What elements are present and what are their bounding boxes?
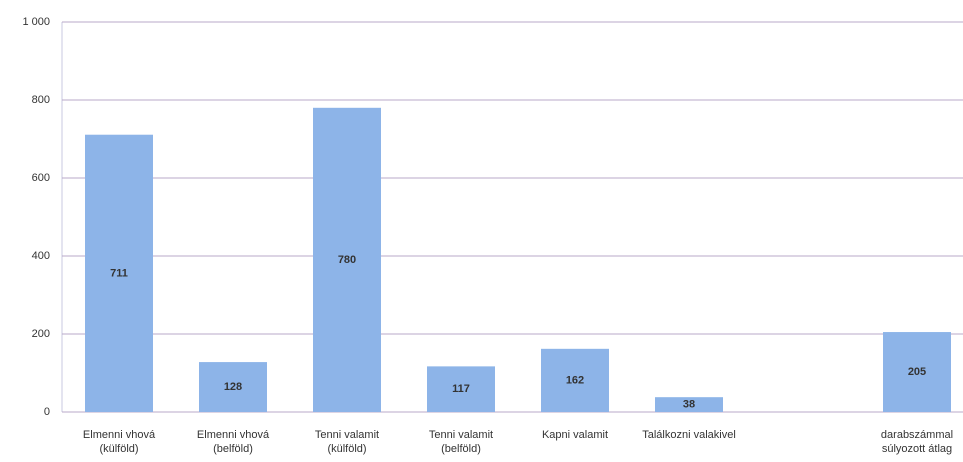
data-label: 711: [110, 267, 128, 279]
bar: [541, 348, 609, 412]
y-tick-label: 600: [32, 172, 50, 184]
y-tick-label: 1 000: [22, 16, 50, 28]
data-label: 205: [908, 366, 926, 378]
bar: [655, 397, 723, 412]
data-label: 128: [224, 381, 242, 393]
data-label: 780: [338, 254, 356, 266]
bar: [199, 362, 267, 412]
x-tick-label: Kapni valamit: [541, 429, 609, 441]
bar: [313, 107, 381, 413]
data-label: 38: [683, 398, 695, 410]
x-tick-label: Elmenni vhová (belföld): [196, 429, 270, 455]
x-tick-label: Tenni valamit (belföld): [428, 429, 494, 455]
y-tick-label: 800: [32, 94, 50, 106]
bar: [427, 366, 495, 412]
y-tick-label: 400: [32, 250, 50, 262]
bar: [883, 332, 951, 412]
x-tick-label: Tenni valamit (külföld): [314, 429, 380, 455]
y-tick-label: 0: [44, 406, 50, 418]
x-tick-label: darabszámmal súlyozott átlag: [880, 429, 954, 455]
data-label: 162: [566, 374, 584, 386]
data-label: 117: [452, 383, 470, 395]
x-tick-label: Elmenni vhová (külföld): [82, 429, 156, 455]
x-tick-label: Találkozni valakivel: [642, 429, 736, 441]
y-tick-label: 200: [32, 328, 50, 340]
bar: [85, 134, 153, 412]
